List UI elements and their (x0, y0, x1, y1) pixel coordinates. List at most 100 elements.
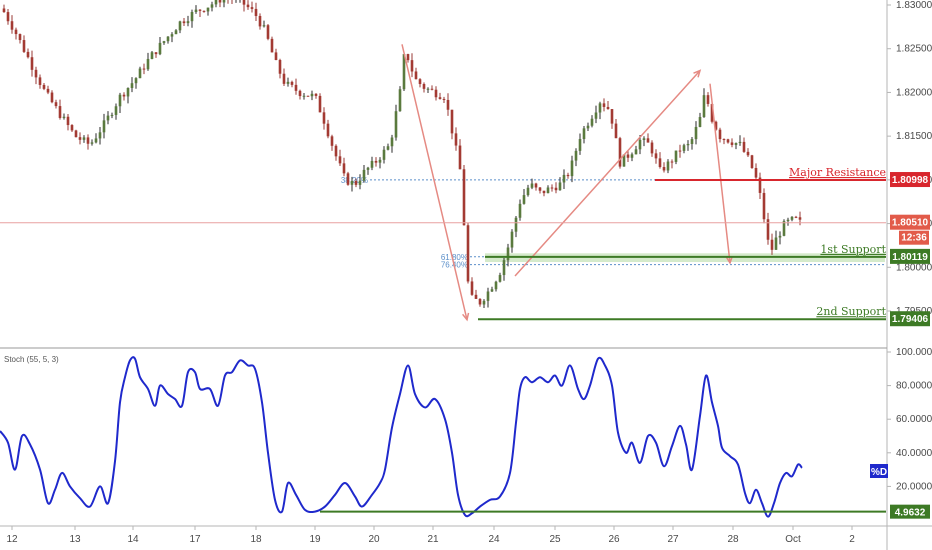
time-axis[interactable]: 12 13 14 17 18 19 20 21 24 25 26 27 28 Oct 2 (0, 525, 932, 545)
candle-body (166, 36, 170, 42)
candle-body (30, 57, 34, 70)
candle-body (578, 139, 582, 151)
projection-arrow (514, 70, 701, 277)
candle-body (462, 169, 466, 226)
candle-body (670, 161, 674, 163)
projection-arrows (401, 44, 734, 322)
candle-body (466, 225, 470, 282)
candle-body (262, 25, 266, 27)
candle-body (498, 275, 502, 282)
candle-body (766, 219, 770, 240)
time-tick-label: 13 (69, 534, 81, 545)
candle-body (386, 146, 390, 150)
candle-body (394, 111, 398, 138)
candle-body (370, 160, 374, 168)
candle-body (242, 0, 246, 5)
candle-body (338, 156, 342, 164)
candle-body (150, 52, 154, 59)
stoch-pane[interactable]: Stoch (55, 5, 3) 100.0000 80.0000 60.0000 4… (0, 347, 932, 519)
time-tick-label: 21 (427, 534, 439, 545)
candle-body (718, 129, 722, 140)
candle-body (174, 30, 178, 35)
candle-body (158, 42, 162, 55)
candle-body (770, 239, 774, 250)
candle-body (98, 132, 102, 139)
candle-body (58, 106, 62, 118)
candle-body (186, 21, 190, 24)
candle-body (458, 145, 462, 170)
level-name: 2nd Support (816, 305, 886, 318)
arrow-head (725, 256, 734, 265)
candle-body (626, 154, 630, 158)
candle-body (298, 90, 302, 97)
current-price-value: 1.80510 (892, 218, 929, 229)
time-tick-label: 19 (309, 534, 321, 545)
candle-body (330, 136, 334, 146)
candle-body (678, 150, 682, 152)
candle-body (50, 92, 54, 103)
candle-body (206, 7, 210, 12)
candle-body (474, 294, 478, 299)
candle-body (94, 138, 98, 143)
candle-body (170, 34, 174, 37)
time-tick-label: 26 (608, 534, 620, 545)
candle-body (270, 38, 274, 53)
candle-body (126, 87, 130, 97)
candle-body (274, 52, 278, 60)
price-tick-label: 1.80000 (896, 262, 932, 273)
level-tag-value: 1.80119 (892, 252, 928, 263)
candle-body (694, 126, 698, 140)
candle-body (558, 182, 562, 191)
candle-body (102, 120, 106, 133)
candle-body (510, 231, 514, 248)
candle-body (682, 145, 686, 151)
candle-body (758, 177, 762, 193)
candle-body (502, 260, 506, 276)
candle-body (726, 139, 730, 143)
candle-body (562, 174, 566, 183)
candle-body (574, 150, 578, 161)
price-axis[interactable]: 1.830001.825001.820001.815001.810001.805… (886, 0, 932, 550)
candle-body (178, 21, 182, 31)
candle-body (290, 81, 294, 85)
candle-body (650, 142, 654, 154)
candle-body (618, 138, 622, 167)
candle-body (182, 21, 186, 24)
level-name: 1st Support (820, 243, 886, 256)
candle-body (202, 10, 206, 12)
candle-body (674, 150, 678, 162)
candle-body (514, 217, 518, 232)
candle-body (250, 7, 254, 9)
candle-body (154, 52, 158, 55)
candle-body (306, 95, 310, 97)
candle-body (602, 103, 606, 107)
candle-body (66, 116, 70, 126)
candle-body (362, 169, 366, 181)
candle-body (142, 68, 146, 70)
candle-body (14, 29, 18, 35)
candle-body (646, 138, 650, 143)
candle-body (734, 143, 738, 145)
level-tag (890, 248, 930, 264)
candle-body (106, 115, 110, 121)
candle-body (422, 84, 426, 89)
candle-body (530, 183, 534, 188)
candle-body (310, 93, 314, 97)
candle-body (638, 139, 642, 150)
candle-body (486, 291, 490, 301)
candle-body (706, 95, 710, 104)
bar-countdown: 12:36 (901, 233, 927, 244)
candle-body (26, 51, 30, 58)
stoch-ticks: 100.0000 80.0000 60.0000 40.0000 20.0000 (887, 347, 932, 492)
time-tick-label: Oct (785, 534, 801, 545)
series-name-tag: %D (871, 467, 887, 478)
candle-body (374, 160, 378, 163)
fib-level-label: 61.80% (441, 253, 468, 262)
stoch-tick-label: 60.0000 (896, 414, 932, 425)
candle-body (606, 106, 610, 110)
candle-body (690, 139, 694, 144)
level-tags: 1.80998 1.80119 1.79406 (890, 172, 930, 327)
candle-body (410, 60, 414, 72)
